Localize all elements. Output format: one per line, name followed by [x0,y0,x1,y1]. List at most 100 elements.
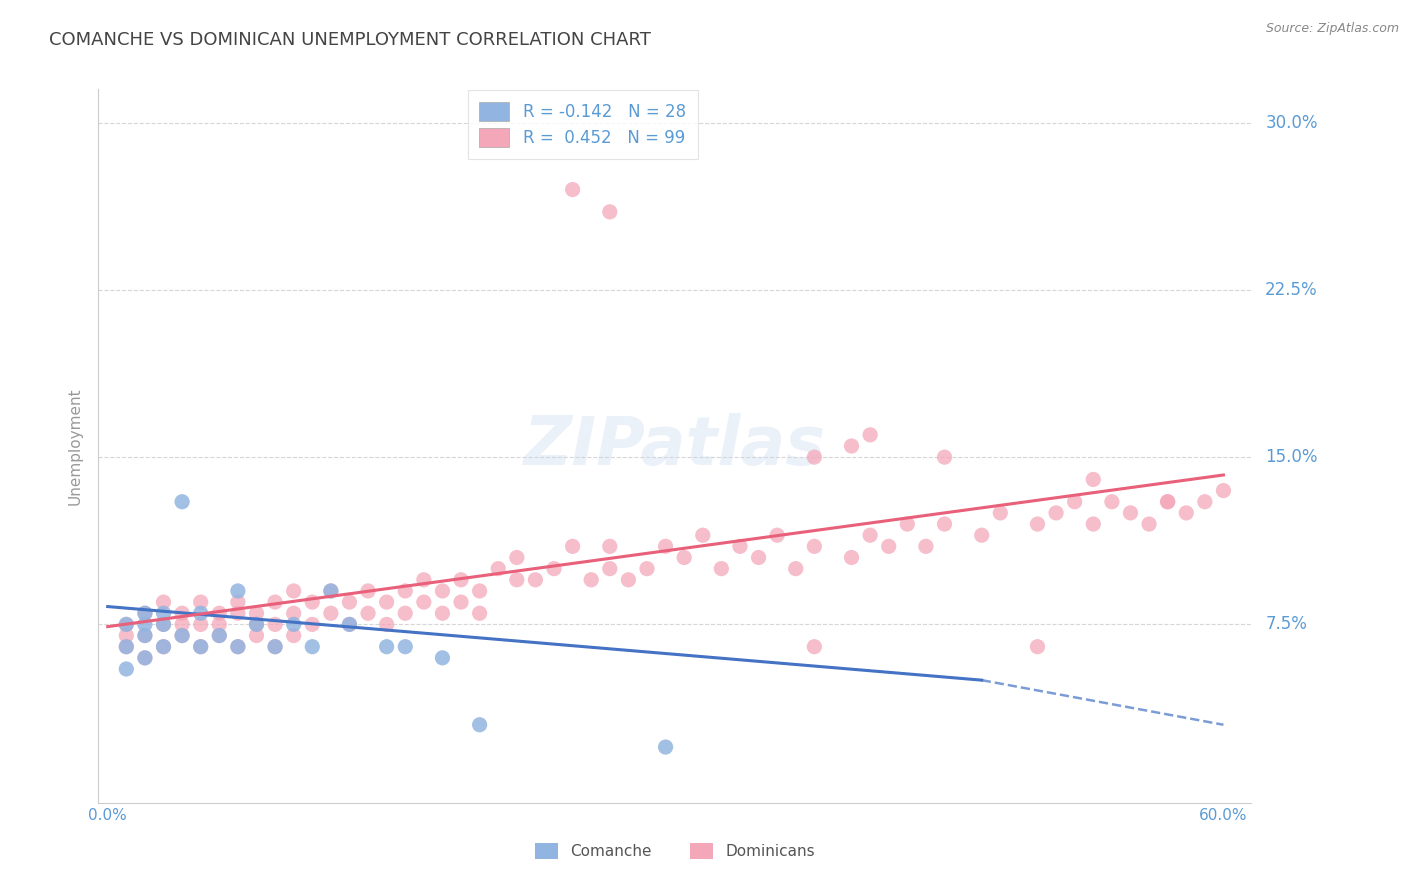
Point [134,628,156,642]
Text: COMANCHE VS DOMINICAN UNEMPLOYMENT CORRELATION CHART: COMANCHE VS DOMINICAN UNEMPLOYMENT CORRE… [49,31,651,49]
Point [208,628,231,642]
Point [766,528,789,542]
Point [115,617,138,632]
Point [934,450,956,464]
Point [283,583,305,598]
Point [172,617,194,632]
Point [134,617,156,632]
Point [561,539,583,553]
Point [1045,506,1067,520]
Point [412,595,434,609]
Point [226,640,249,654]
Point [319,583,342,598]
Point [134,628,156,642]
Point [226,607,249,621]
Point [172,494,194,508]
Point [226,640,249,654]
Point [543,562,565,576]
Text: 30.0%: 30.0% [1265,113,1317,132]
Point [208,628,231,642]
Point [599,562,621,576]
Point [283,617,305,632]
Point [190,607,212,621]
Point [357,607,380,621]
Point [190,640,212,654]
Point [375,640,398,654]
Point [375,595,398,609]
Point [152,617,174,632]
Point [1083,517,1105,532]
Point [339,595,361,609]
Point [283,628,305,642]
Point [319,607,342,621]
Point [172,607,194,621]
Point [226,595,249,609]
Point [468,583,491,598]
Y-axis label: Unemployment: Unemployment [67,387,83,505]
Point [134,607,156,621]
Point [970,528,993,542]
Point [692,528,714,542]
Text: Source: ZipAtlas.com: Source: ZipAtlas.com [1265,22,1399,36]
Point [524,573,547,587]
Point [264,640,287,654]
Point [264,595,287,609]
Point [486,562,509,576]
Point [1194,494,1216,508]
Point [152,640,174,654]
Point [1212,483,1234,498]
Point [245,607,267,621]
Point [1083,472,1105,486]
Point [803,640,825,654]
Point [673,550,696,565]
Point [283,607,305,621]
Point [1137,517,1160,532]
Point [301,640,323,654]
Point [934,517,956,532]
Point [319,583,342,598]
Text: 22.5%: 22.5% [1265,281,1317,299]
Point [636,562,658,576]
Point [748,550,770,565]
Point [152,640,174,654]
Point [1119,506,1142,520]
Point [599,204,621,219]
Point [339,617,361,632]
Point [134,651,156,665]
Point [432,583,454,598]
Point [394,583,416,598]
Point [1175,506,1198,520]
Point [450,573,472,587]
Point [172,628,194,642]
Point [190,617,212,632]
Point [357,583,380,598]
Point [915,539,938,553]
Point [617,573,640,587]
Legend: Comanche, Dominicans: Comanche, Dominicans [527,835,823,866]
Point [654,539,676,553]
Point [432,651,454,665]
Point [301,595,323,609]
Point [152,617,174,632]
Point [506,550,529,565]
Point [988,506,1011,520]
Point [115,628,138,642]
Point [134,651,156,665]
Point [301,617,323,632]
Point [859,427,882,442]
Point [432,607,454,621]
Point [785,562,807,576]
Point [841,550,863,565]
Point [339,617,361,632]
Point [245,617,267,632]
Point [152,595,174,609]
Point [134,607,156,621]
Point [208,607,231,621]
Point [115,617,138,632]
Point [115,640,138,654]
Point [208,617,231,632]
Point [561,182,583,196]
Point [506,573,529,587]
Point [654,740,676,755]
Text: ZIPatlas: ZIPatlas [524,413,825,479]
